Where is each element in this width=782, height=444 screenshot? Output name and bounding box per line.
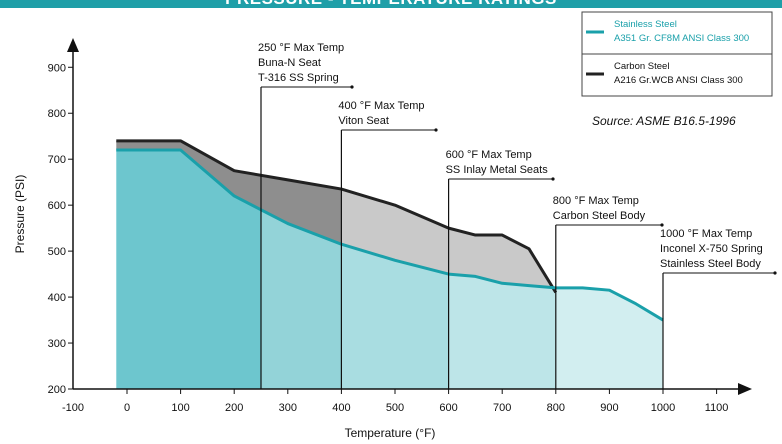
chart-title: PRESSURE - TEMPERATURE RATINGS bbox=[0, 0, 782, 8]
x-tick-label-0: 0 bbox=[124, 402, 130, 414]
annotation-dot-800 bbox=[660, 223, 664, 227]
annotation-text-400-1: 400 °F Max Temp bbox=[338, 100, 424, 112]
source-note: Source: ASME B16.5-1996 bbox=[592, 114, 736, 128]
legend-entry-2-line1: Carbon Steel bbox=[614, 61, 669, 72]
x-tick-label--100: -100 bbox=[62, 402, 84, 414]
x-tick-label-200: 200 bbox=[225, 402, 243, 414]
y-tick-label-600: 600 bbox=[48, 200, 66, 212]
y-tick-label-700: 700 bbox=[48, 154, 66, 166]
stainless-zone-4 bbox=[448, 274, 556, 389]
x-axis-label: Temperature (°F) bbox=[345, 426, 436, 440]
stainless-steel-line bbox=[116, 148, 664, 322]
y-axis-label: Pressure (PSI) bbox=[13, 175, 27, 254]
annotation-text-1000-3: Stainless Steel Body bbox=[660, 258, 761, 270]
annotation-text-800-1: 800 °F Max Temp bbox=[553, 195, 639, 207]
annotation-text-250-1: 250 °F Max Temp bbox=[258, 42, 344, 54]
x-axis-arrow bbox=[738, 383, 752, 395]
y-tick-label-300: 300 bbox=[48, 338, 66, 350]
annotation-text-250-3: T-316 SS Spring bbox=[258, 72, 339, 84]
carbon-steel-line bbox=[116, 139, 558, 294]
y-tick-label-400: 400 bbox=[48, 292, 66, 304]
stainless-zone-3 bbox=[341, 244, 449, 389]
x-tick-label-400: 400 bbox=[332, 402, 350, 414]
annotation-text-800-2: Carbon Steel Body bbox=[553, 210, 646, 222]
annotation-text-1000-1: 1000 °F Max Temp bbox=[660, 228, 752, 240]
annotation-dot-250 bbox=[350, 85, 354, 89]
annotation-text-250-2: Buna-N Seat bbox=[258, 57, 321, 69]
legend-entry-2-line2: A216 Gr.WCB ANSI Class 300 bbox=[614, 75, 743, 86]
y-tick-label-200: 200 bbox=[48, 384, 66, 396]
annotation-text-600-2: SS Inlay Metal Seats bbox=[446, 164, 549, 176]
stainless-zone-1 bbox=[116, 150, 261, 389]
annotation-dot-400 bbox=[434, 128, 438, 132]
x-tick-label-600: 600 bbox=[439, 402, 457, 414]
x-tick-label-1000: 1000 bbox=[651, 402, 675, 414]
x-tick-label-300: 300 bbox=[279, 402, 297, 414]
x-tick-label-700: 700 bbox=[493, 402, 511, 414]
x-tick-label-800: 800 bbox=[547, 402, 565, 414]
x-tick-label-900: 900 bbox=[600, 402, 618, 414]
legend-entry-1-line2: A351 Gr. CF8M ANSI Class 300 bbox=[614, 33, 749, 44]
annotation-text-400-2: Viton Seat bbox=[338, 115, 389, 127]
stainless-zone-2 bbox=[261, 209, 342, 389]
title-band: PRESSURE - TEMPERATURE RATINGS bbox=[0, 0, 782, 8]
annotation-dot-1000 bbox=[773, 271, 777, 275]
y-axis-arrow bbox=[67, 38, 79, 52]
legend-entry-1-line1: Stainless Steel bbox=[614, 19, 677, 30]
annotation-text-600-1: 600 °F Max Temp bbox=[446, 149, 532, 161]
x-tick-label-500: 500 bbox=[386, 402, 404, 414]
x-tick-label-100: 100 bbox=[171, 402, 189, 414]
carbon-margin-dark-region bbox=[116, 140, 342, 245]
y-tick-label-800: 800 bbox=[48, 108, 66, 120]
annotation-dot-600 bbox=[551, 177, 555, 181]
annotation-text-1000-2: Inconel X-750 Spring bbox=[660, 243, 763, 255]
y-tick-label-500: 500 bbox=[48, 246, 66, 258]
y-tick-label-900: 900 bbox=[48, 62, 66, 74]
x-tick-label-1100: 1100 bbox=[705, 402, 729, 414]
stainless-zone-5 bbox=[555, 287, 663, 389]
